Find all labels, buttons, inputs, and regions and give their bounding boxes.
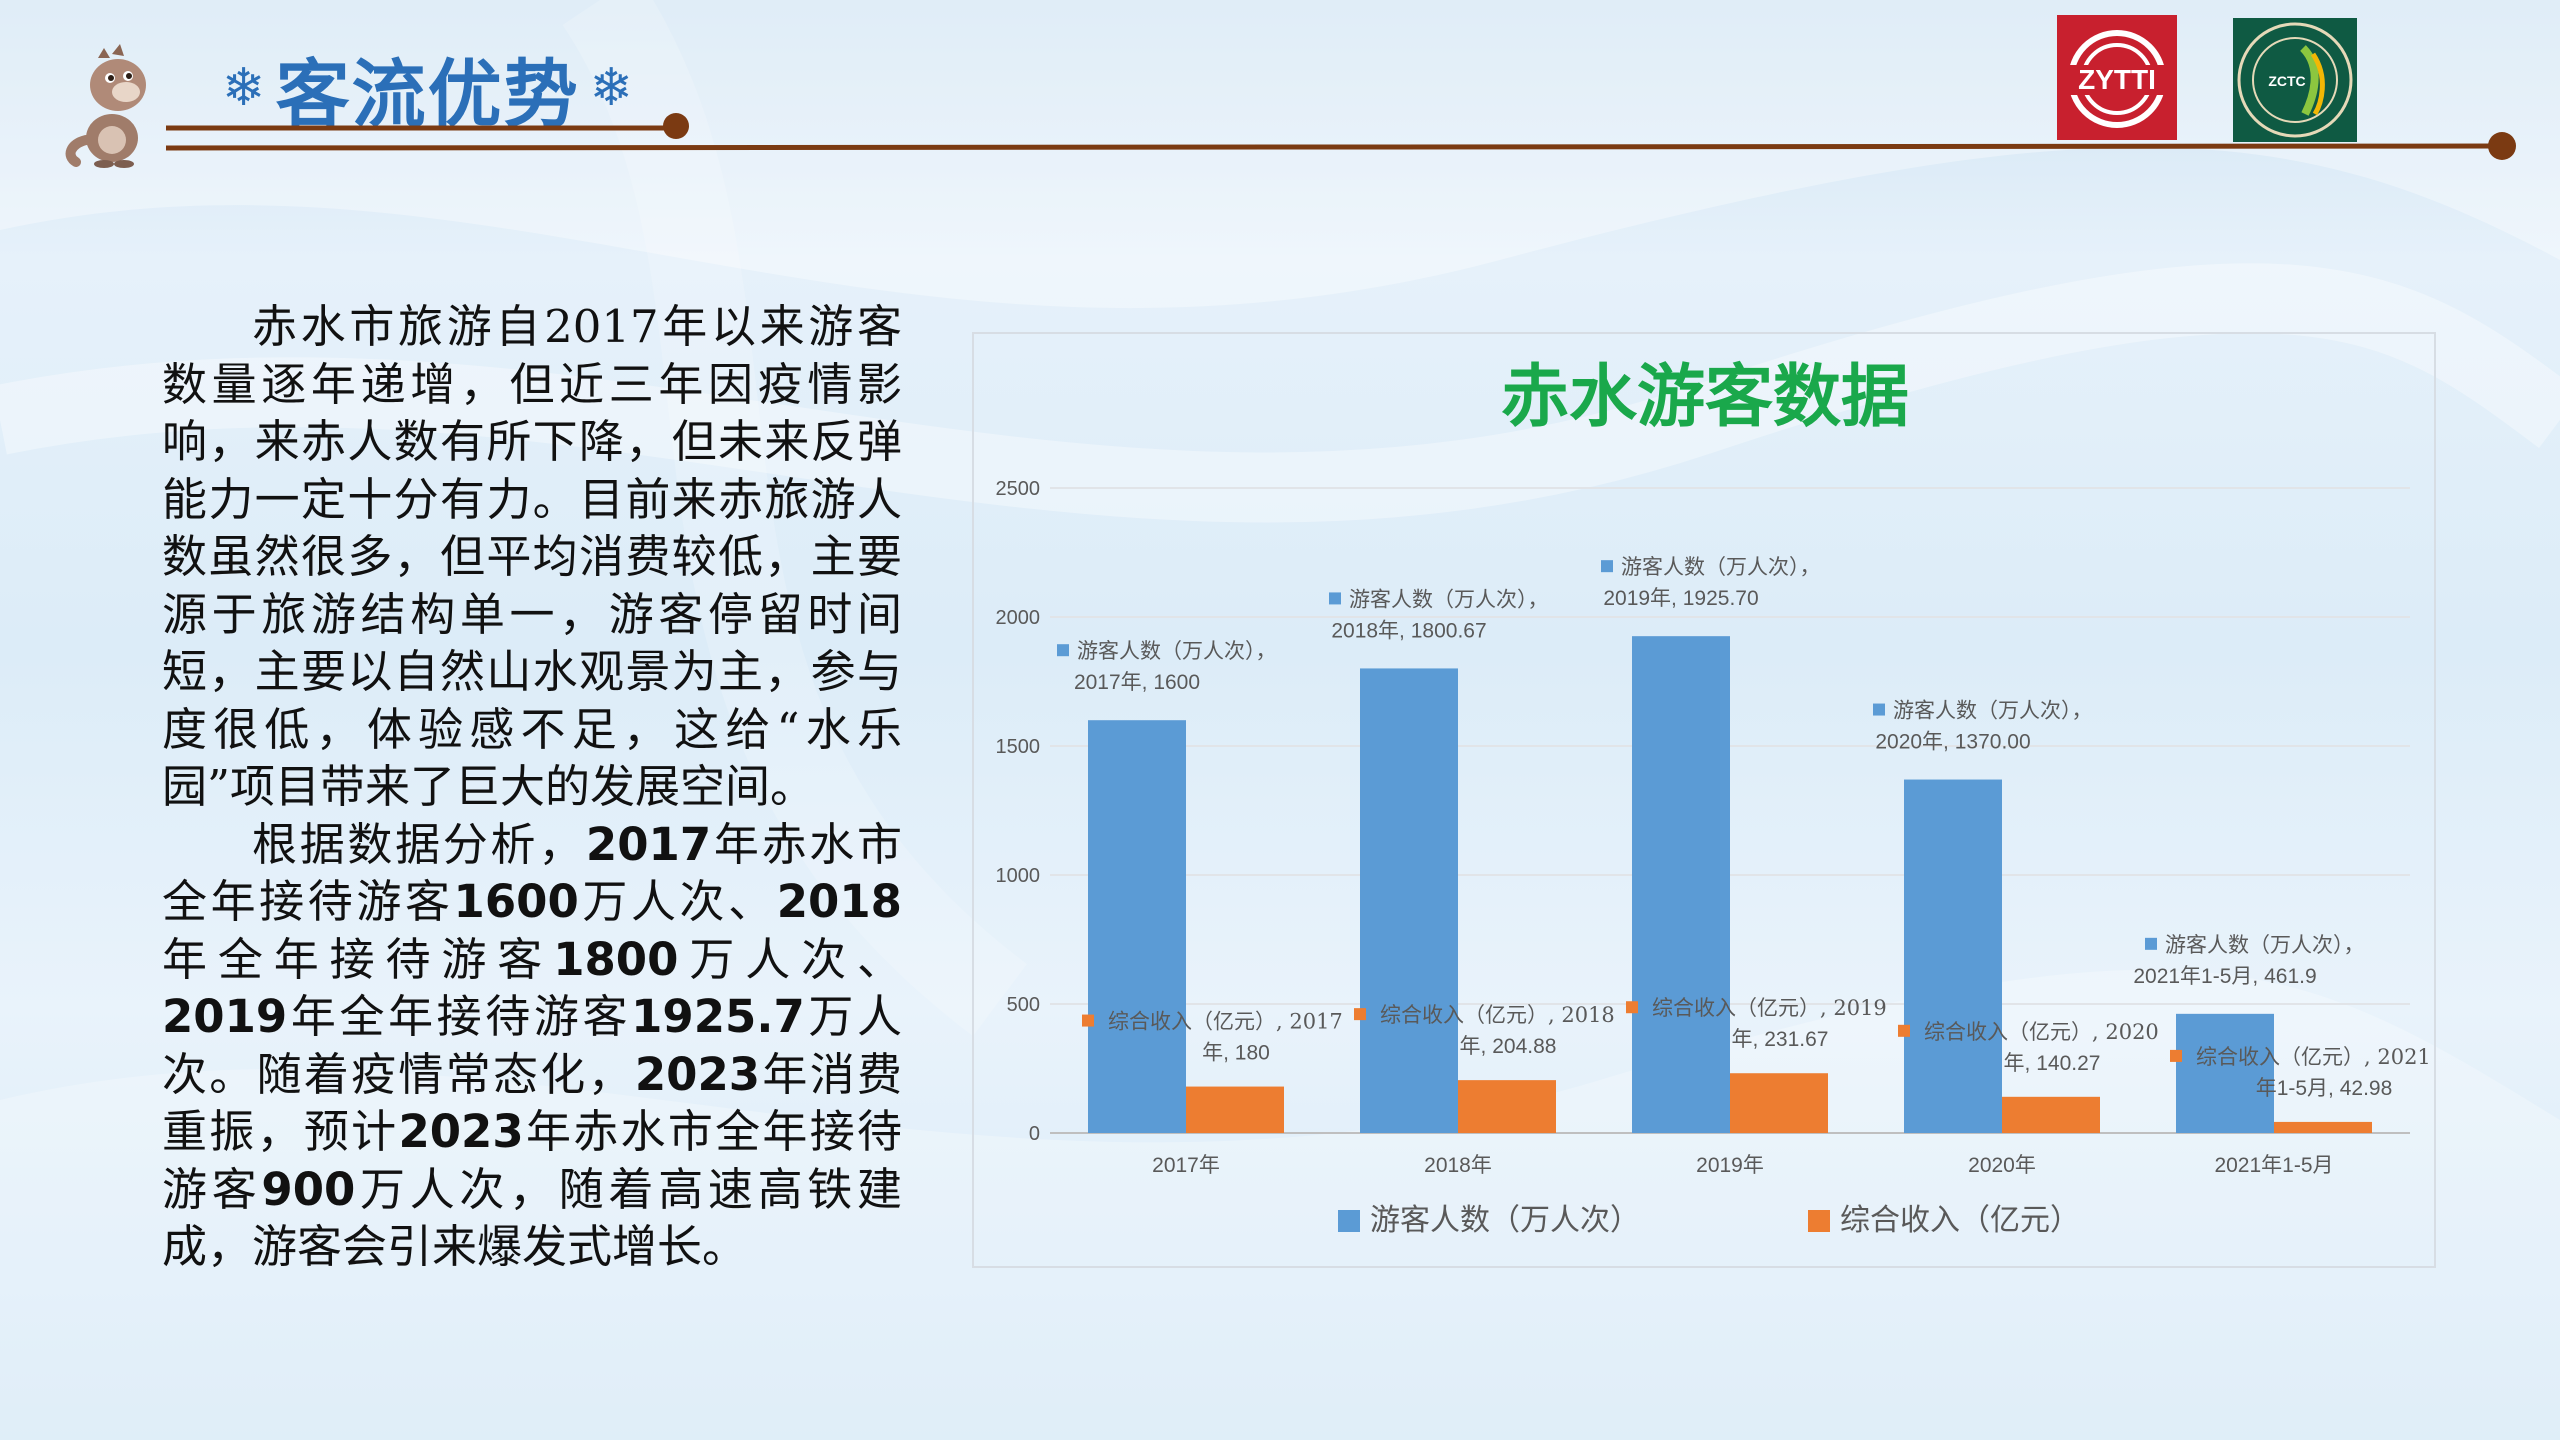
header-divider [165, 113, 2516, 160]
body-text: 赤水市旅游自2017年以来游客数量逐年递增，但近三年因疫情影响，来赤人数有所下降… [162, 298, 902, 1276]
snowflake-left-icon: ❄ [222, 58, 266, 118]
snowflake-right-icon: ❄ [589, 58, 634, 118]
zctc-logo: ZCTC [2233, 18, 2357, 142]
paragraph-1: 赤水市旅游自2017年以来游客数量逐年递增，但近三年因疫情影响，来赤人数有所下降… [162, 300, 902, 813]
mascot-dinosaur-icon [65, 44, 146, 168]
page-title: 客流优势 [275, 51, 580, 138]
paragraph-2: 根据数据分析，2017年赤水市全年接待游客1600万人次、2018年全年接待游客… [162, 817, 902, 1274]
zytti-logo-text: ZYTTI [2078, 64, 2156, 95]
zytti-logo: ZYTTI [2057, 15, 2177, 140]
chart-frame [972, 332, 2436, 1268]
title-group: ❄ 客流优势 ❄ [222, 38, 633, 138]
zctc-logo-text: ZCTC [2268, 73, 2305, 89]
